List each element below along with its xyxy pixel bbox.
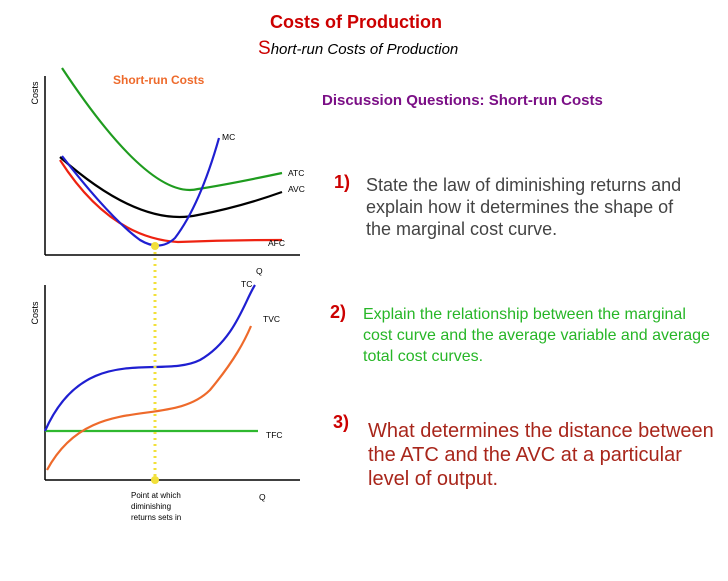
mc-label: MC (222, 132, 235, 142)
tc-label: TC (241, 279, 252, 289)
subtitle-rest: hort-run Costs of Production (270, 41, 459, 58)
page-subtitle: Short-run Costs of Production (258, 38, 458, 60)
afc-curve (59, 159, 283, 244)
annotation-line-1: Point at which (131, 491, 181, 500)
atc-label: ATC (288, 168, 304, 178)
annotation-line-2: diminishing (131, 502, 171, 511)
mc-curve (61, 137, 221, 247)
avc-curve (59, 156, 283, 219)
diminishing-returns-point-top (151, 242, 159, 250)
question-3-text: What determines the distance between the… (368, 420, 714, 490)
avc-label: AVC (288, 184, 305, 194)
tc-curve (43, 284, 256, 432)
question-2-number: 2) (330, 302, 347, 322)
question-3-number: 3) (333, 412, 350, 432)
top-y-axis-label: Costs (30, 81, 40, 105)
top-chart-title: Short-run Costs (113, 73, 205, 87)
subtitle-initial: S (258, 38, 271, 59)
afc-label: AFC (268, 238, 285, 248)
page-title: Costs of Production (270, 12, 442, 32)
bottom-q-label: Q (259, 492, 266, 502)
tfc-label: TFC (266, 430, 283, 440)
discussion-title: Discussion Questions: Short-run Costs (322, 92, 603, 109)
question-1-number: 1) (334, 172, 351, 192)
question-2-text: Explain the relationship between the mar… (363, 306, 710, 365)
diminishing-returns-point-bottom (151, 476, 159, 484)
tvc-curve (46, 325, 253, 471)
atc-curve (61, 67, 283, 192)
tvc-label: TVC (263, 314, 280, 324)
annotation-line-3: returns sets in (131, 513, 181, 522)
bottom-y-axis-label: Costs (30, 301, 40, 325)
top-q-label: Q (256, 266, 263, 276)
question-1-text: State the law of diminishing returns and… (366, 175, 682, 239)
